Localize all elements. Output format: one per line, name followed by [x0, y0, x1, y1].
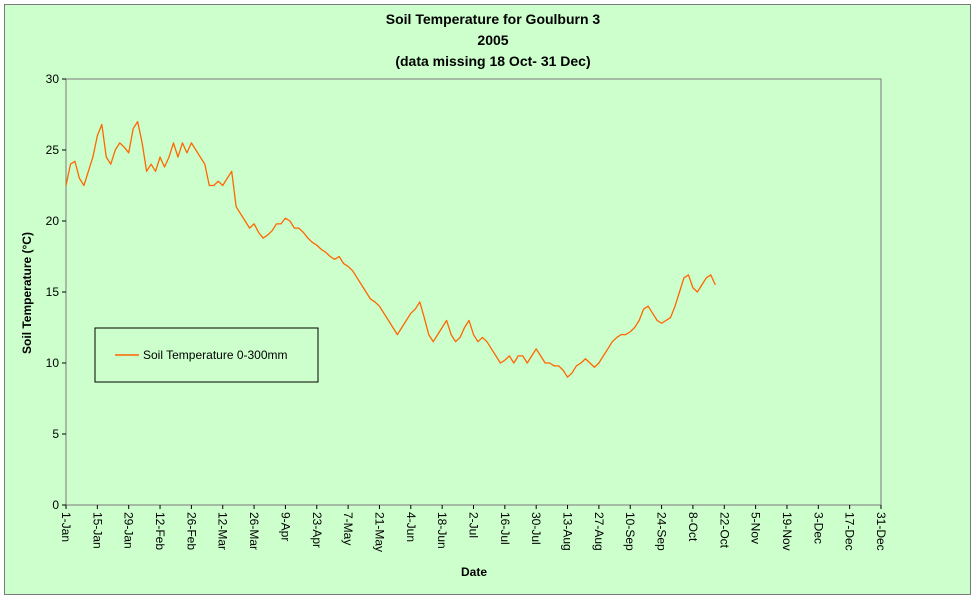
- x-tick-label: 9-Apr: [278, 512, 292, 541]
- y-tick-label: 25: [46, 143, 60, 157]
- x-tick-label: 7-May: [341, 512, 355, 545]
- x-tick-label: 1-Jan: [59, 512, 73, 542]
- x-tick-label: 12-Mar: [216, 512, 230, 550]
- x-tick-label: 5-Nov: [749, 512, 763, 544]
- x-tick-label: 29-Jan: [122, 512, 136, 549]
- x-tick-label: 31-Dec: [874, 512, 888, 551]
- x-axis: 1-Jan 15-Jan 29-Jan 12-Feb 26-Feb 12-Mar 26-Ma…: [59, 505, 888, 552]
- x-tick-label: 17-Dec: [843, 512, 857, 551]
- x-tick-label: 15-Jan: [90, 512, 104, 549]
- chart-subtitle: 2005: [477, 32, 508, 48]
- y-tick-label: 30: [46, 72, 60, 86]
- x-tick-label: 2-Jul: [467, 512, 481, 538]
- x-tick-label: 4-Jun: [404, 512, 418, 542]
- x-tick-label: 16-Jul: [498, 512, 512, 545]
- x-tick-label: 13-Aug: [561, 512, 575, 551]
- x-tick-label: 18-Jun: [435, 512, 449, 549]
- x-tick-label: 12-Feb: [153, 512, 167, 550]
- y-tick-label: 20: [46, 214, 60, 228]
- chart-title: Soil Temperature for Goulburn 3: [386, 11, 601, 27]
- chart-svg: Soil Temperature for Goulburn 3 2005 (da…: [20, 11, 888, 579]
- x-tick-label: 24-Sep: [655, 512, 669, 551]
- x-tick-label: 30-Jul: [529, 512, 543, 545]
- y-axis-title: Soil Temperature (°C): [20, 232, 34, 354]
- chart-area: Soil Temperature for Goulburn 3 2005 (da…: [4, 4, 971, 595]
- x-tick-label: 27-Aug: [592, 512, 606, 551]
- y-tick-label: 0: [52, 498, 59, 512]
- x-tick-label: 22-Oct: [717, 512, 731, 549]
- legend: Soil Temperature 0-300mm: [94, 327, 319, 383]
- chart-note: (data missing 18 Oct- 31 Dec): [395, 53, 590, 69]
- y-tick-label: 15: [46, 285, 60, 299]
- plot-area: [65, 78, 882, 506]
- legend-label: Soil Temperature 0-300mm: [143, 348, 288, 362]
- x-tick-label: 8-Oct: [686, 512, 700, 542]
- x-tick-label: 26-Feb: [184, 512, 198, 550]
- series-line-soil-temperature: [65, 120, 716, 378]
- y-tick-label: 10: [46, 356, 60, 370]
- y-tick-label: 5: [52, 427, 59, 441]
- y-axis: 0 5 10 15 20 25 30: [46, 72, 66, 512]
- x-tick-label: 3-Dec: [811, 512, 825, 544]
- x-axis-title: Date: [461, 565, 487, 579]
- x-tick-label: 10-Sep: [623, 512, 637, 551]
- x-tick-label: 21-May: [372, 512, 386, 552]
- x-tick-label: 23-Apr: [310, 512, 324, 548]
- x-tick-label: 26-Mar: [247, 512, 261, 550]
- x-tick-label: 19-Nov: [780, 512, 794, 551]
